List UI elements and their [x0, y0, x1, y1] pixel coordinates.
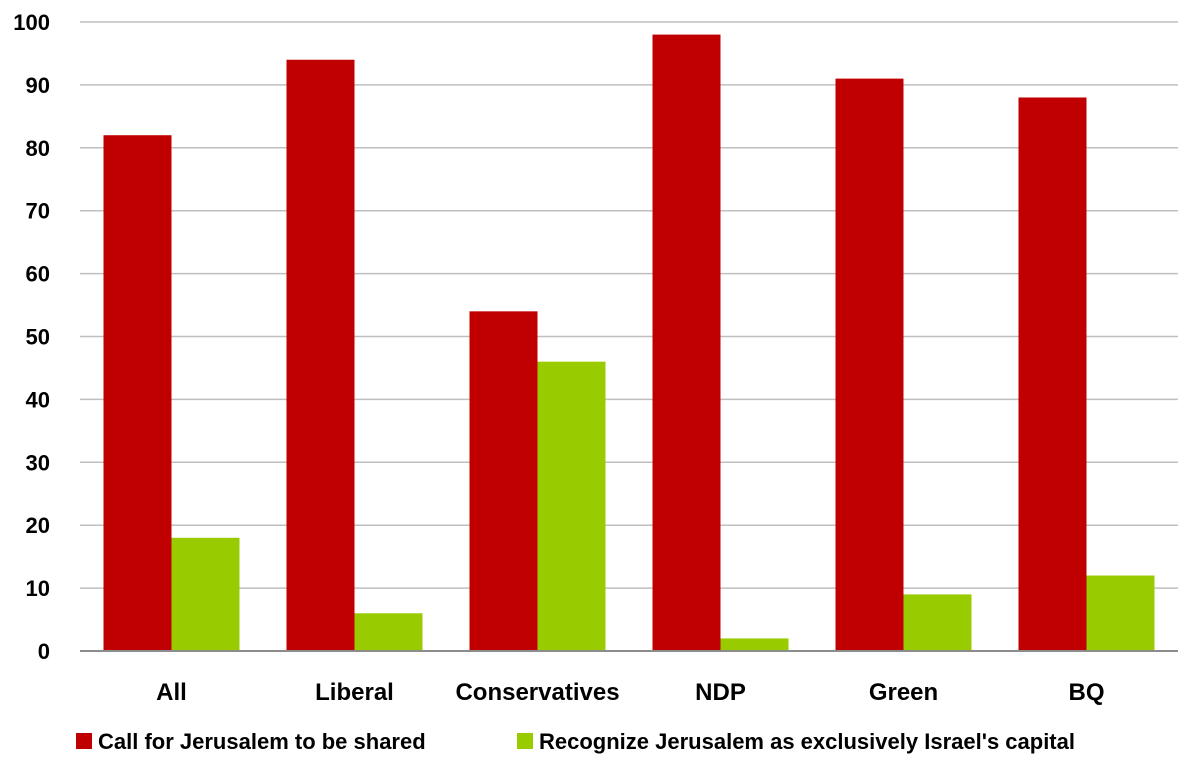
legend-swatch-shared	[76, 733, 92, 749]
y-tick-label: 50	[26, 325, 50, 350]
y-tick-label: 10	[26, 576, 50, 601]
y-tick-label: 70	[26, 199, 50, 224]
y-tick-label: 90	[26, 73, 50, 98]
bar-shared-all	[103, 135, 172, 652]
bar-shared-green	[835, 78, 904, 652]
x-category-label: All	[156, 679, 187, 706]
x-category-label: NDP	[695, 679, 746, 706]
bar-shared-bq	[1018, 97, 1087, 652]
y-tick-label: 80	[26, 136, 50, 161]
legend-label-shared: Call for Jerusalem to be shared	[98, 729, 426, 754]
x-category-label: Liberal	[315, 679, 394, 706]
bar-israel-capital-liberal	[354, 613, 423, 651]
y-tick-label: 0	[38, 639, 50, 664]
y-tick-label: 30	[26, 450, 50, 475]
bar-israel-capital-ndp	[720, 638, 789, 651]
bar-israel-capital-all	[171, 537, 240, 651]
gridlines	[80, 21, 1178, 589]
y-tick-label: 60	[26, 262, 50, 287]
legend-label-israel-capital: Recognize Jerusalem as exclusively Israe…	[539, 729, 1075, 754]
x-category-label: Green	[869, 679, 938, 706]
axes: 0 10 20 30 40 50 60 70 80 90 100 All Liberal Conserva…	[13, 10, 1178, 706]
x-category-label: BQ	[1069, 679, 1105, 706]
y-tick-label: 100	[13, 10, 50, 35]
x-category-label: Conservatives	[455, 679, 619, 706]
legend-swatch-israel-capital	[517, 733, 533, 749]
bar-israel-capital-conservatives	[537, 361, 606, 651]
y-tick-label: 20	[26, 513, 50, 538]
bars	[103, 34, 1155, 652]
legend: Call for Jerusalem to be shared Recognize…	[76, 729, 1075, 754]
bar-israel-capital-bq	[1086, 575, 1155, 651]
y-tick-label: 40	[26, 387, 50, 412]
bar-israel-capital-green	[903, 594, 972, 651]
bar-shared-liberal	[286, 59, 355, 652]
bar-shared-ndp	[652, 34, 721, 651]
bar-shared-conservatives	[469, 311, 538, 651]
